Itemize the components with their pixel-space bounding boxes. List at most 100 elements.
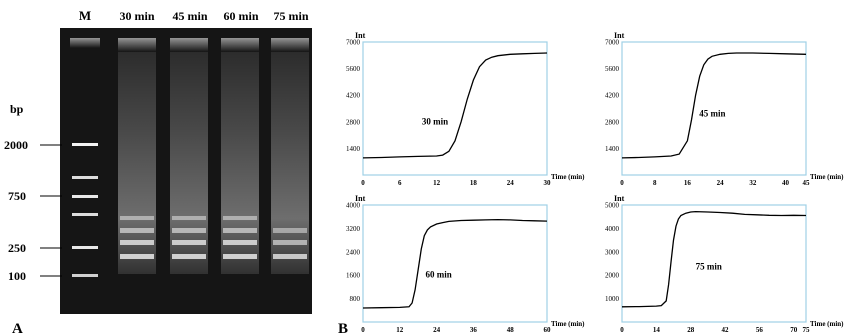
lane-label-75min: 75 min	[273, 9, 308, 23]
ladder-band	[72, 176, 98, 179]
product-band	[273, 254, 307, 259]
y-tick-label: 4200	[346, 92, 361, 100]
x-tick-label: 18	[470, 179, 478, 187]
x-tick-label: 12	[396, 326, 404, 334]
x-tick-label: 56	[756, 326, 764, 334]
y-tick-label: 1400	[346, 145, 361, 153]
panel-a-label: A	[12, 321, 23, 335]
product-band	[273, 228, 307, 233]
marker-lane-label: M	[79, 8, 91, 23]
well-45min	[170, 38, 208, 52]
ladder-label-2000: 2000	[4, 138, 28, 152]
panel-b-label: B	[338, 321, 348, 335]
x-tick-label: 0	[620, 326, 624, 334]
amplification-curve	[621, 210, 807, 308]
ladder-band	[72, 143, 98, 146]
product-band	[172, 228, 206, 233]
product-band	[120, 240, 154, 245]
well-30min	[118, 38, 156, 52]
ladder-band	[72, 213, 98, 216]
x-tick-label: 12	[433, 179, 441, 187]
curve-annotation: 75 min	[696, 261, 722, 271]
ladder-band	[72, 195, 98, 198]
y-tick-label: 4000	[346, 202, 361, 210]
x-axis-label: Time (min)	[810, 320, 844, 328]
product-bands	[120, 216, 307, 259]
product-band	[120, 216, 154, 220]
y-tick-label: 3200	[346, 225, 361, 233]
gel-panel: M 30 min 45 min 60 min 75 min bp 2000 75…	[4, 8, 312, 335]
y-tick-label: 7000	[346, 39, 361, 47]
product-band	[172, 216, 206, 220]
plot-frame	[621, 204, 807, 323]
plot-frame	[362, 41, 548, 176]
y-tick-label: 5000	[605, 202, 620, 210]
product-band	[223, 240, 257, 245]
lane-label-30min: 30 min	[119, 9, 154, 23]
ladder-band	[72, 246, 98, 249]
plot-frame	[362, 204, 548, 323]
product-band	[120, 254, 154, 259]
y-axis-label: Int	[355, 194, 366, 203]
bp-unit-label: bp	[10, 102, 24, 116]
x-tick-label: 8	[653, 179, 657, 187]
well-marker	[70, 38, 100, 48]
y-tick-label: 4000	[605, 225, 620, 233]
curve-annotation: 60 min	[426, 270, 452, 280]
product-band	[223, 254, 257, 259]
amplification-curve	[362, 218, 548, 309]
x-tick-label: 42	[722, 326, 730, 334]
product-band	[120, 228, 154, 233]
x-tick-label: 24	[717, 179, 725, 187]
x-axis-label: Time (min)	[810, 173, 844, 181]
well-75min	[271, 38, 309, 52]
y-tick-label: 3000	[605, 248, 620, 256]
product-band	[223, 216, 257, 220]
y-tick-label: 4200	[605, 92, 620, 100]
amplification-chart-30min: Int Time (min) 1400 2800 4200 5600 7000 0 6 12 18 2…	[346, 31, 585, 187]
y-axis-label: Int	[614, 194, 625, 203]
y-tick-label: 800	[350, 295, 361, 303]
x-tick-label: 0	[361, 326, 365, 334]
x-tick-label: 24	[433, 326, 441, 334]
lane-smear-45min	[170, 52, 208, 274]
y-tick-label: 5600	[605, 65, 620, 73]
ladder-label-750: 750	[8, 189, 26, 203]
x-tick-label: 40	[782, 179, 790, 187]
y-axis-label: Int	[614, 31, 625, 40]
x-tick-label: 16	[684, 179, 692, 187]
ladder-label-250: 250	[8, 241, 26, 255]
y-tick-label: 5600	[346, 65, 361, 73]
ladder-band	[72, 274, 98, 277]
y-tick-label: 7000	[605, 39, 620, 47]
amplification-curve	[621, 52, 807, 159]
marker-ladder	[72, 143, 98, 277]
curve-annotation: 30 min	[422, 116, 448, 126]
lane-label-45min: 45 min	[172, 9, 207, 23]
amplification-chart-45min: Int Time (min) 1400 2800 4200 5600 7000 0 8 16 24 3…	[605, 31, 844, 187]
y-tick-label: 1600	[346, 272, 361, 280]
y-tick-label: 2000	[605, 272, 620, 280]
x-tick-label: 36	[470, 326, 478, 334]
product-band	[172, 254, 206, 259]
x-tick-label: 14	[653, 326, 661, 334]
amplification-chart-60min: Int Time (min) 800 1600 2400 3200 4000 0 12 24 36 4…	[346, 194, 585, 334]
x-tick-label: 0	[361, 179, 365, 187]
x-tick-label: 24	[507, 179, 515, 187]
product-band	[223, 228, 257, 233]
x-tick-label: 48	[507, 326, 515, 334]
lane-label-60min: 60 min	[223, 9, 258, 23]
amplification-chart-75min: Int Time (min) 1000 2000 3000 4000 5000 0 14 28 42…	[605, 194, 844, 334]
well-60min	[221, 38, 259, 52]
x-tick-label: 6	[398, 179, 402, 187]
y-tick-label: 2800	[346, 118, 361, 126]
x-tick-label: 32	[749, 179, 757, 187]
amplification-curve	[362, 52, 548, 159]
y-tick-label: 1400	[605, 145, 620, 153]
y-tick-label: 2400	[346, 248, 361, 256]
x-tick-label: 75	[803, 326, 811, 334]
curve-annotation: 45 min	[699, 108, 725, 118]
x-axis-label: Time (min)	[551, 173, 585, 181]
